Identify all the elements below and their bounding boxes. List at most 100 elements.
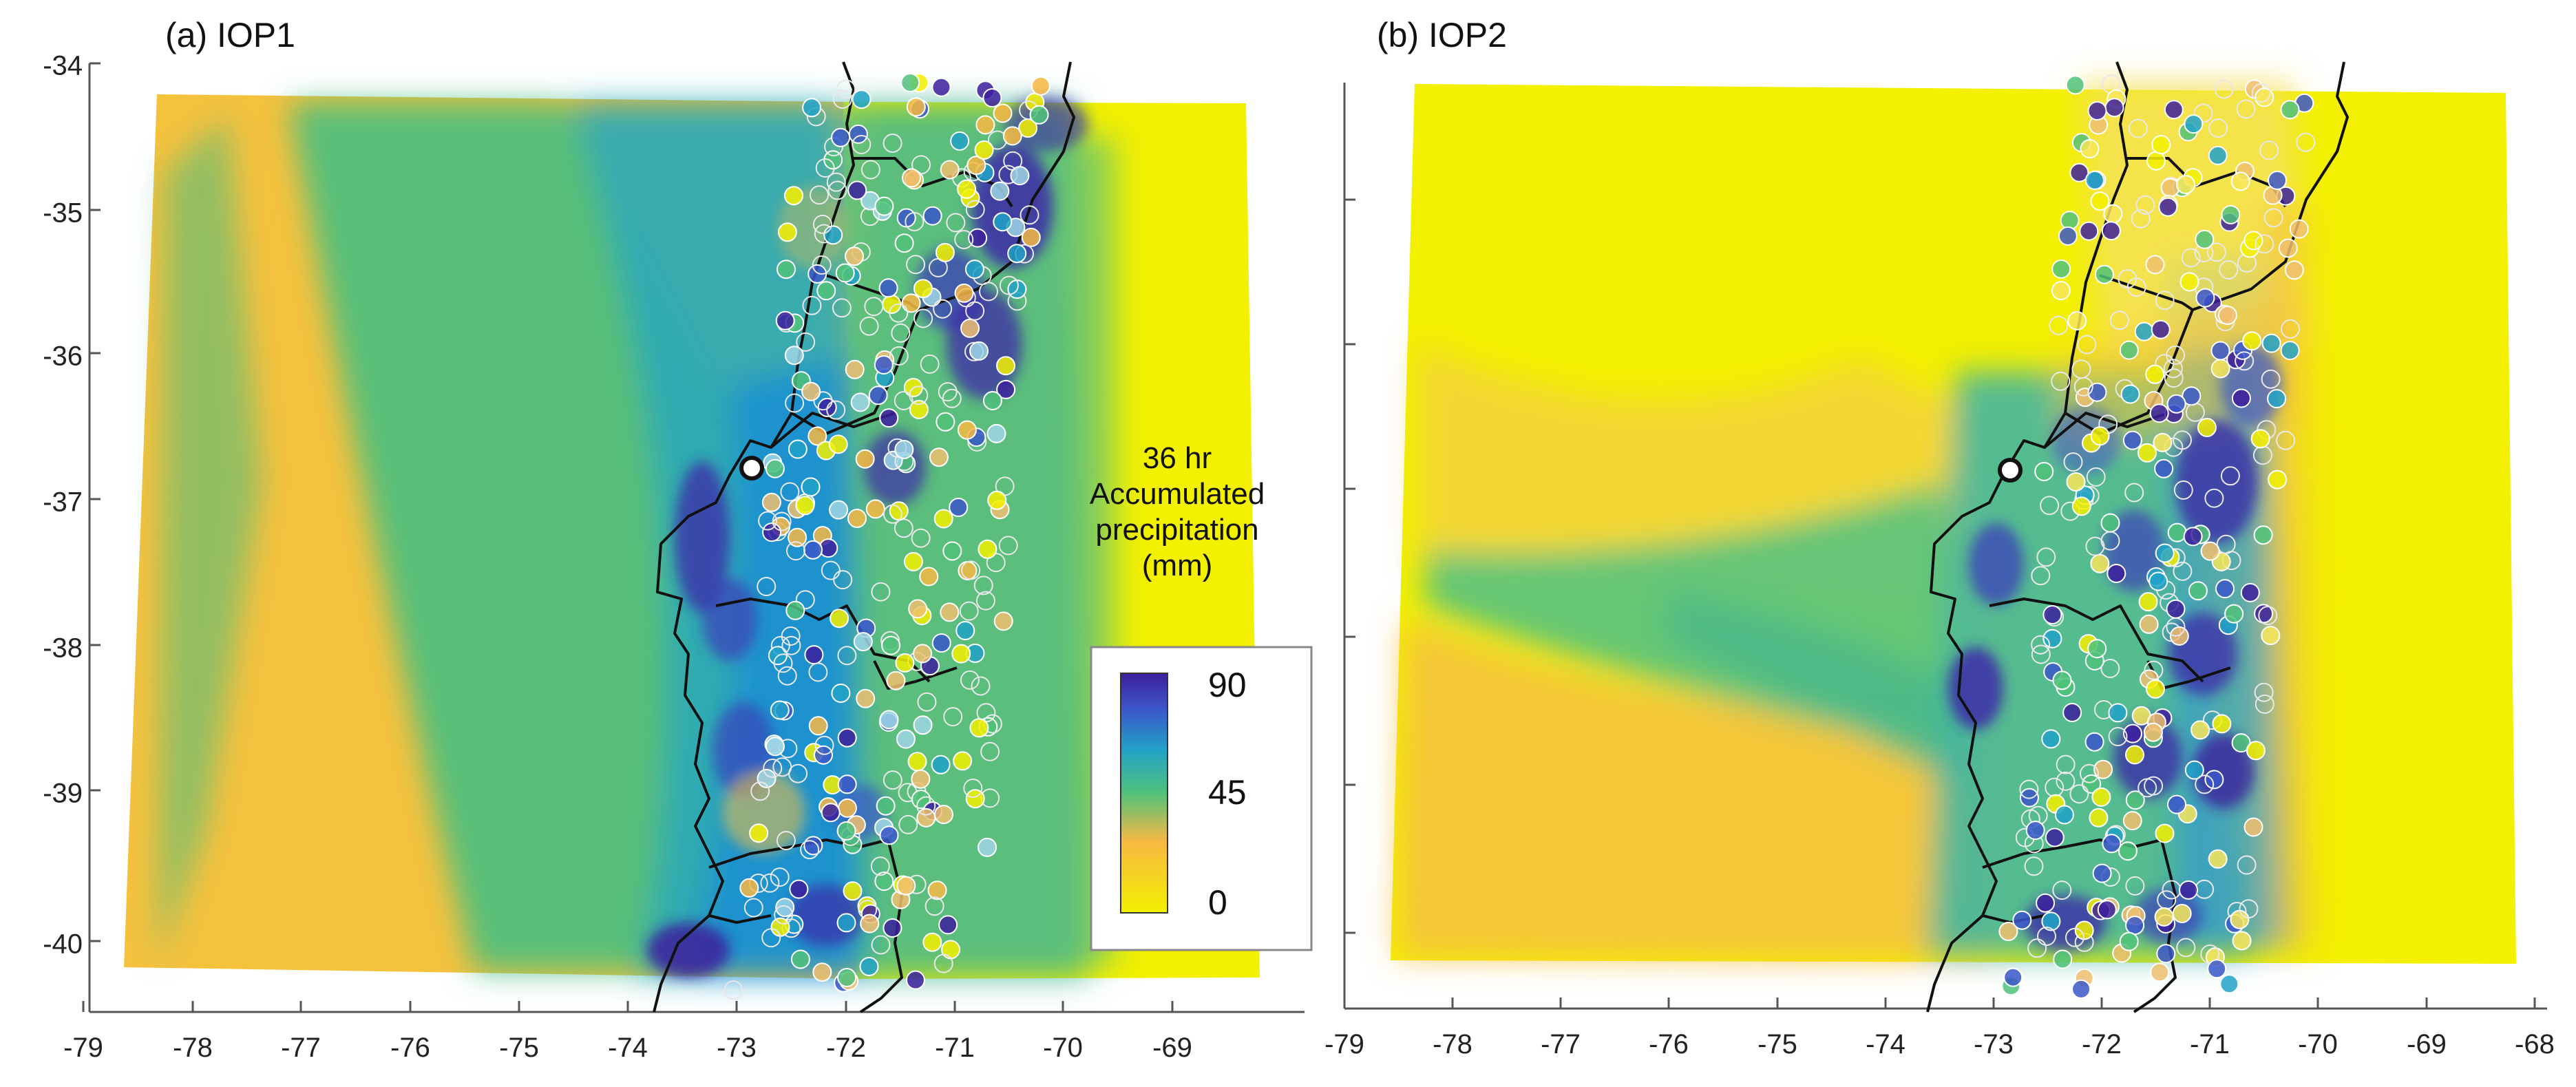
station-marker: [935, 242, 955, 262]
panel-a-station-markers: [724, 73, 1051, 1000]
panel-b-x-tick: -74: [1866, 1029, 1905, 1059]
station-marker: [837, 774, 857, 794]
station-marker: [775, 310, 795, 330]
colorbar-max-label: 90: [1208, 666, 1247, 704]
station-marker: [2166, 345, 2186, 365]
station-marker: [2054, 805, 2074, 825]
station-marker: [775, 898, 795, 918]
station-marker: [905, 212, 925, 231]
station-marker: [870, 856, 890, 876]
station-marker: [2036, 893, 2056, 913]
panel-a-site-marker: [739, 456, 764, 481]
station-marker: [2108, 727, 2128, 746]
station-marker: [975, 115, 995, 135]
panel-b-x-tick: -76: [1649, 1029, 1689, 1059]
station-marker: [2143, 722, 2163, 742]
station-marker: [2151, 319, 2171, 339]
station-marker: [812, 214, 832, 234]
station-marker: [942, 388, 962, 408]
station-marker: [2118, 841, 2137, 861]
station-marker: [2065, 75, 2085, 95]
station-marker: [829, 500, 849, 520]
station-marker: [2188, 581, 2208, 601]
station-marker: [931, 77, 951, 97]
station-marker: [2268, 171, 2287, 190]
station-marker: [810, 185, 829, 205]
station-marker: [2094, 264, 2114, 284]
station-marker: [2173, 480, 2193, 500]
station-marker: [982, 391, 1002, 410]
station-marker: [2104, 98, 2124, 118]
station-marker: [2090, 191, 2110, 211]
station-marker: [2149, 403, 2169, 423]
station-marker: [878, 278, 898, 298]
station-marker: [967, 156, 986, 176]
station-marker: [993, 103, 1013, 123]
station-marker: [848, 124, 868, 144]
panel-a-x-tick: -76: [390, 1033, 430, 1063]
station-marker: [2244, 817, 2263, 837]
station-marker: [800, 840, 820, 860]
station-marker: [814, 745, 833, 765]
station-marker: [974, 140, 994, 160]
station-marker: [750, 781, 770, 801]
station-marker: [2176, 938, 2196, 958]
station-marker: [2251, 83, 2271, 103]
station-marker: [883, 134, 902, 153]
station-marker: [960, 318, 980, 338]
station-marker: [852, 89, 872, 109]
station-marker: [913, 644, 932, 664]
station-marker: [2212, 714, 2232, 734]
station-marker: [917, 692, 937, 712]
station-marker: [780, 482, 800, 502]
station-marker: [922, 932, 942, 952]
station-marker: [925, 896, 944, 916]
station-marker: [802, 98, 822, 118]
station-marker: [2087, 639, 2107, 659]
station-marker: [986, 423, 1006, 443]
station-marker: [836, 821, 856, 841]
station-marker: [2041, 911, 2061, 931]
station-marker: [929, 447, 949, 467]
station-marker: [2051, 371, 2071, 391]
panel-a-title: (a) IOP1: [165, 16, 295, 54]
station-marker: [803, 836, 823, 856]
panel-a-y-tick: -39: [43, 778, 83, 809]
panel-a-x-tick: -69: [1152, 1033, 1192, 1063]
station-marker: [891, 323, 911, 343]
station-marker: [802, 295, 822, 315]
station-marker: [2101, 221, 2121, 241]
station-marker: [2100, 513, 2120, 533]
station-marker: [2195, 229, 2215, 249]
station-marker: [2151, 135, 2171, 155]
station-marker: [963, 779, 983, 798]
station-marker: [2160, 178, 2180, 198]
station-marker: [2031, 566, 2051, 586]
station-marker: [2069, 162, 2089, 182]
station-marker: [978, 837, 997, 857]
station-marker: [2254, 682, 2274, 702]
station-marker: [2179, 880, 2198, 900]
station-marker: [2246, 741, 2266, 761]
station-marker: [795, 590, 815, 610]
station-marker: [2154, 907, 2174, 927]
station-marker: [2090, 426, 2110, 446]
station-marker: [843, 881, 863, 901]
station-marker: [996, 356, 1015, 376]
station-marker: [845, 246, 864, 266]
station-marker: [894, 518, 914, 538]
station-marker: [2102, 834, 2122, 854]
station-marker: [2128, 118, 2148, 138]
panel-b-x-tick: -79: [1324, 1029, 1364, 1059]
station-marker: [927, 880, 947, 900]
station-marker: [876, 796, 896, 816]
station-marker: [853, 632, 873, 652]
station-marker: [772, 757, 792, 777]
station-marker: [894, 391, 914, 410]
station-marker: [2235, 351, 2255, 371]
station-marker: [908, 599, 928, 619]
station-marker: [2210, 341, 2230, 361]
panel-b: [1343, 61, 2547, 1013]
station-marker: [905, 970, 925, 990]
